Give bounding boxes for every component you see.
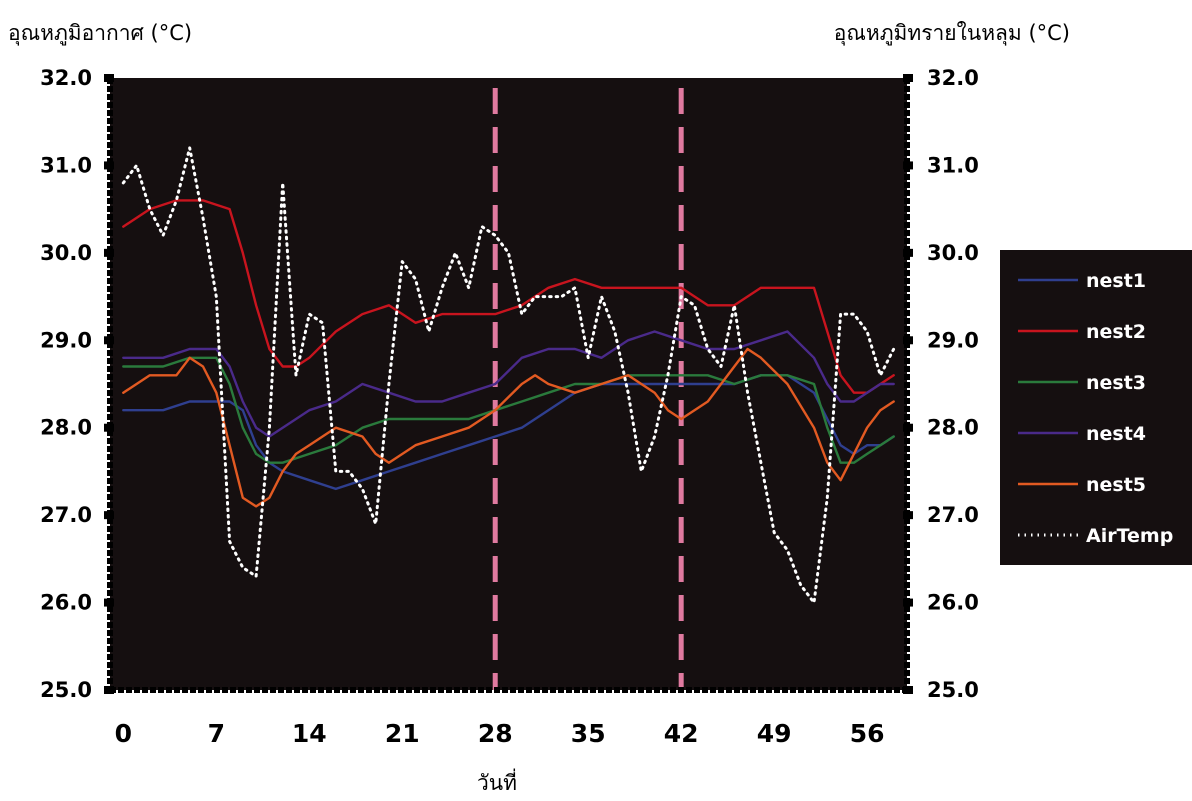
legend-label-nest1: nest1 xyxy=(1086,270,1146,292)
y-tick-right: 30.0 xyxy=(927,241,979,265)
tick-labels: 25.0 25.0 26.0 26.0 27.0 27.0 28.0 28.0 29.0 29.0… xyxy=(40,66,979,748)
y-tick-mark-left xyxy=(104,161,114,170)
y-tick-mark-left xyxy=(104,686,114,694)
x-tick: 14 xyxy=(292,719,327,748)
series-nest2-line xyxy=(122,199,895,394)
x-tick: 0 xyxy=(115,719,132,748)
y-tick-left: 30.0 xyxy=(40,241,92,265)
y-tick-mark-right xyxy=(903,423,913,432)
y-tick-mark-left xyxy=(104,423,114,432)
x-tick: 42 xyxy=(664,719,699,748)
x-tick: 35 xyxy=(571,719,606,748)
legend-label-nest3: nest3 xyxy=(1086,372,1146,394)
y-tick-mark-right xyxy=(903,336,913,345)
series-nest4-line xyxy=(122,330,895,438)
legend-label-nest4: nest4 xyxy=(1086,423,1146,445)
y-tick-mark-left xyxy=(104,336,114,345)
y-tick-left: 27.0 xyxy=(40,503,92,527)
x-tick: 21 xyxy=(385,719,420,748)
legend-label-nest2: nest2 xyxy=(1086,321,1146,343)
y-tick-left: 25.0 xyxy=(40,678,92,702)
y-tick-left: 31.0 xyxy=(40,153,92,177)
y-tick-right: 28.0 xyxy=(927,416,979,440)
series-nest3-line xyxy=(122,356,895,464)
y-tick-right: 29.0 xyxy=(927,328,979,352)
series-nest5-line xyxy=(122,347,895,508)
legend-label-nest5: nest5 xyxy=(1086,474,1146,496)
plot-area xyxy=(110,78,907,690)
y-axis-right-title: อุณหภูมิทรายในหลุม (°C) xyxy=(834,21,1070,46)
y-tick-mark-left xyxy=(104,248,114,257)
y-tick-mark-left xyxy=(104,74,114,82)
y-tick-mark-right xyxy=(903,161,913,170)
x-tick: 7 xyxy=(208,719,225,748)
x-tick: 28 xyxy=(478,719,513,748)
y-tick-right: 25.0 xyxy=(927,678,979,702)
y-tick-mark-right xyxy=(903,74,913,82)
y-tick-right: 31.0 xyxy=(927,153,979,177)
y-tick-mark-left xyxy=(104,598,114,607)
y-tick-left: 28.0 xyxy=(40,416,92,440)
y-tick-right: 26.0 xyxy=(927,591,979,615)
legend: nest1 nest2 nest3 nest4 nest5 AirTemp xyxy=(1000,250,1192,565)
y-tick-left: 32.0 xyxy=(40,66,92,90)
y-tick-mark-left xyxy=(104,511,114,520)
y-tick-left: 29.0 xyxy=(40,328,92,352)
y-tick-mark-right xyxy=(903,598,913,607)
x-tick: 49 xyxy=(757,719,792,748)
legend-box xyxy=(1000,250,1192,565)
y-axis-left-title: อุณหภูมิอากาศ (°C) xyxy=(8,21,192,46)
y-tick-left: 26.0 xyxy=(40,591,92,615)
y-tick-right: 32.0 xyxy=(927,66,979,90)
y-tick-mark-right xyxy=(903,248,913,257)
series-lines xyxy=(121,146,896,605)
y-tick-right: 27.0 xyxy=(927,503,979,527)
y-tick-mark-right xyxy=(903,511,913,520)
legend-label-airtemp: AirTemp xyxy=(1086,525,1173,547)
axes xyxy=(107,78,910,693)
series-airtemp-line xyxy=(121,146,896,605)
x-tick: 56 xyxy=(850,719,885,748)
y-tick-mark-right xyxy=(903,686,913,694)
reference-lines xyxy=(492,88,684,690)
x-axis-title: วันที่ xyxy=(477,768,517,795)
